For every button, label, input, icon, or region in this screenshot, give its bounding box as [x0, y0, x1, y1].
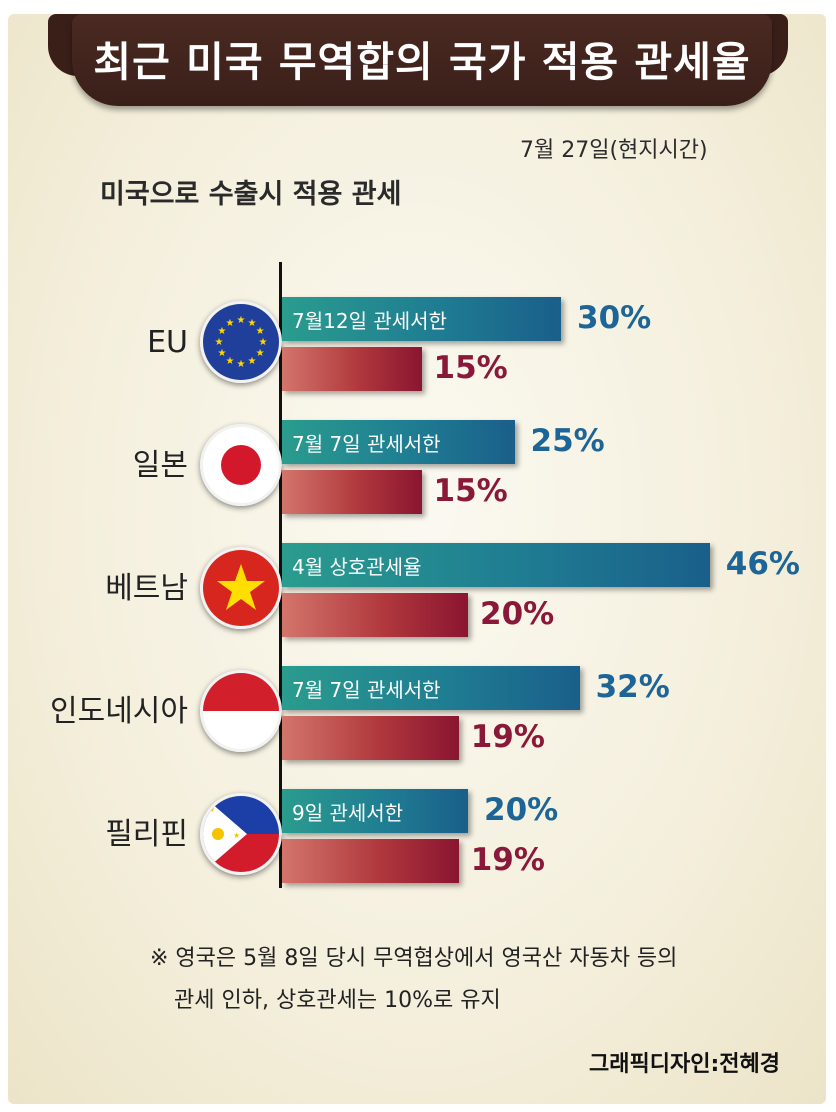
country-label: 일본 [132, 448, 188, 483]
new-tariff-value: 46% [725, 546, 800, 582]
agreed-tariff-bar [282, 716, 459, 760]
agreed-tariff-value: 20% [480, 596, 555, 632]
agreed-tariff-value: 15% [433, 473, 508, 509]
bar-annotation: 4월 상호관세율 [292, 555, 422, 579]
date-label: 7월 27일(현지시간) [520, 138, 708, 163]
svg-text:★: ★ [237, 359, 246, 370]
new-tariff-value: 20% [484, 792, 559, 828]
agreed-tariff-value: 19% [470, 842, 545, 878]
agreed-tariff-value: 15% [433, 350, 508, 386]
bar-annotation: 7월12일 관세서한 [292, 309, 447, 333]
country-label: 인도네시아 [50, 694, 188, 729]
new-tariff-value: 30% [577, 300, 652, 336]
new-tariff-bar: 7월12일 관세서한 [282, 297, 561, 341]
agreed-tariff-bar [282, 347, 422, 391]
new-tariff-bar: 9일 관세서한 [282, 789, 468, 833]
footnote-line-1: ※ 영국은 5월 8일 당시 무역협상에서 영국산 자동차 등의 [150, 946, 678, 971]
bar-annotation: 7월 7일 관세서한 [292, 432, 441, 456]
svg-text:★: ★ [248, 318, 257, 329]
y-axis-line [279, 262, 282, 888]
footnote: ※ 영국은 5월 8일 당시 무역협상에서 영국산 자동차 등의 관세 인하, … [150, 938, 677, 1022]
svg-text:★: ★ [226, 318, 235, 329]
bar-annotation: 9일 관세서한 [292, 801, 404, 825]
japan-flag-icon [200, 424, 282, 506]
country-label: EU [147, 325, 188, 360]
new-tariff-value: 32% [595, 669, 670, 705]
vietnam-flag-icon [200, 547, 282, 629]
svg-text:★: ★ [233, 831, 240, 840]
bar-annotation: 7월 7일 관세서한 [292, 678, 441, 702]
new-tariff-value: 25% [530, 423, 605, 459]
agreed-tariff-bar [282, 593, 468, 637]
svg-text:★: ★ [208, 805, 215, 814]
agreed-tariff-bar [282, 839, 459, 883]
new-tariff-bar: 7월 7일 관세서한 [282, 420, 515, 464]
graphic-credit: 그래픽디자인:전혜경 [589, 1052, 780, 1077]
footnote-line-2: 관세 인하, 상호관세는 10%로 유지 [174, 988, 501, 1013]
svg-text:★: ★ [226, 356, 235, 367]
svg-text:★: ★ [217, 326, 226, 337]
indonesia-flag-icon [200, 670, 282, 752]
svg-text:★: ★ [256, 326, 265, 337]
svg-text:★: ★ [259, 337, 268, 348]
new-tariff-bar: 4월 상호관세율 [282, 543, 710, 587]
title-banner [72, 14, 772, 106]
country-label: 필리핀 [105, 817, 188, 852]
country-label: 베트남 [105, 571, 188, 606]
chart-subtitle: 미국으로 수출시 적용 관세 [100, 179, 402, 210]
svg-text:★: ★ [248, 356, 257, 367]
svg-text:★: ★ [237, 315, 246, 326]
philippines-flag-icon: ★ ★ ★ [200, 793, 282, 875]
svg-text:★: ★ [256, 348, 265, 359]
new-tariff-bar: 7월 7일 관세서한 [282, 666, 580, 710]
chart-title: 최근 미국 무역합의 국가 적용 관세율 [93, 38, 751, 86]
agreed-tariff-value: 19% [470, 719, 545, 755]
svg-text:★: ★ [217, 348, 226, 359]
svg-text:★: ★ [215, 337, 224, 348]
agreed-tariff-bar [282, 470, 422, 514]
eu-flag-icon: ★ ★ ★ ★ ★ ★ ★ ★ ★ ★ ★ ★ [200, 301, 282, 383]
